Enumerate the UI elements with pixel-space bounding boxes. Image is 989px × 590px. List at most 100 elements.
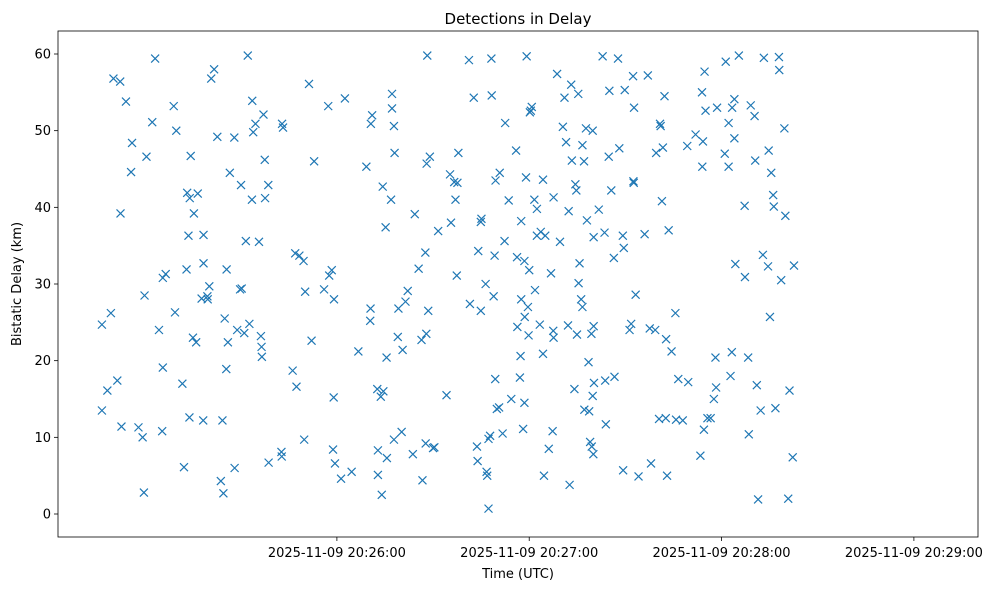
data-point [353,347,363,356]
data-point [613,54,623,64]
data-point [263,180,273,190]
data-point [582,215,592,225]
data-point [397,427,407,437]
data-point [422,159,432,169]
data-point [752,380,762,390]
data-point [241,236,251,246]
data-point [588,126,598,136]
data-point [776,275,786,285]
data-point [189,209,199,218]
data-point [381,222,391,232]
data-point [476,217,486,227]
data-point [299,435,309,445]
data-point [247,96,257,106]
data-point [309,156,319,166]
data-point [691,130,701,139]
data-point [544,444,554,454]
data-point [520,312,530,322]
data-point [464,55,474,65]
data-point [494,403,504,412]
data-point [495,168,505,178]
data-point [588,391,598,401]
data-point [361,162,371,172]
data-point [139,488,149,497]
data-point [410,209,420,219]
data-point [218,488,228,498]
data-point [169,101,179,111]
data-point [393,332,403,342]
data-point [561,137,571,147]
data-point [193,189,203,198]
data-point [604,152,614,162]
data-point [260,155,270,165]
data-point [645,324,655,333]
data-point [538,175,548,185]
data-point [223,337,233,347]
data-point [112,376,122,386]
data-point [485,431,495,441]
data-point [516,216,526,226]
data-point [386,195,396,205]
data-point [572,330,582,340]
data-point [327,265,337,275]
data-point [763,261,773,271]
data-point [446,218,456,228]
data-point [734,51,744,60]
y-tick-label: 0 [43,508,51,523]
data-point [288,366,298,376]
data-point [724,118,734,128]
data-point [232,325,242,335]
data-point [523,302,533,312]
data-point [465,299,475,309]
data-point [601,419,611,429]
data-point [324,271,334,280]
data-point [695,451,705,461]
data-point [727,103,737,113]
data-point [138,432,148,442]
data-point [564,206,574,216]
data-point [576,294,586,304]
x-tick-label: 2025-11-09 20:27:00 [460,546,598,561]
data-point [560,93,569,103]
data-point [629,103,639,113]
data-point [588,449,598,459]
data-point [177,379,187,389]
data-point [740,272,750,282]
data-point [387,89,397,99]
data-point [116,209,125,218]
y-axis-label: Bistatic Delay (km) [10,222,25,346]
data-point [600,376,610,386]
x-tick-label: 2025-11-09 20:29:00 [845,546,983,561]
data-point [758,250,768,260]
data-point [500,118,510,128]
data-point [697,162,707,172]
data-point [453,148,463,158]
data-point [539,471,549,481]
data-point [724,162,734,172]
data-point [203,294,213,304]
data-point [390,148,400,158]
data-point [209,64,219,74]
data-point [548,426,558,436]
data-point [218,416,227,425]
data-point [158,273,168,283]
data-point [307,336,316,346]
data-point [300,287,310,297]
data-point [340,94,350,103]
data-point [292,382,301,392]
data-point [656,121,666,131]
data-point [504,196,514,205]
data-point [473,456,483,466]
data-point [552,69,562,79]
data-point [770,403,780,413]
data-point [442,390,451,400]
data-point [256,331,266,341]
y-tick-label: 60 [34,48,51,63]
x-tick-label: 2025-11-09 20:28:00 [653,546,791,561]
data-point [640,229,650,239]
data-point [336,474,346,484]
data-point [646,458,656,468]
data-point [377,490,387,500]
data-point [387,104,397,113]
data-point [743,353,753,363]
